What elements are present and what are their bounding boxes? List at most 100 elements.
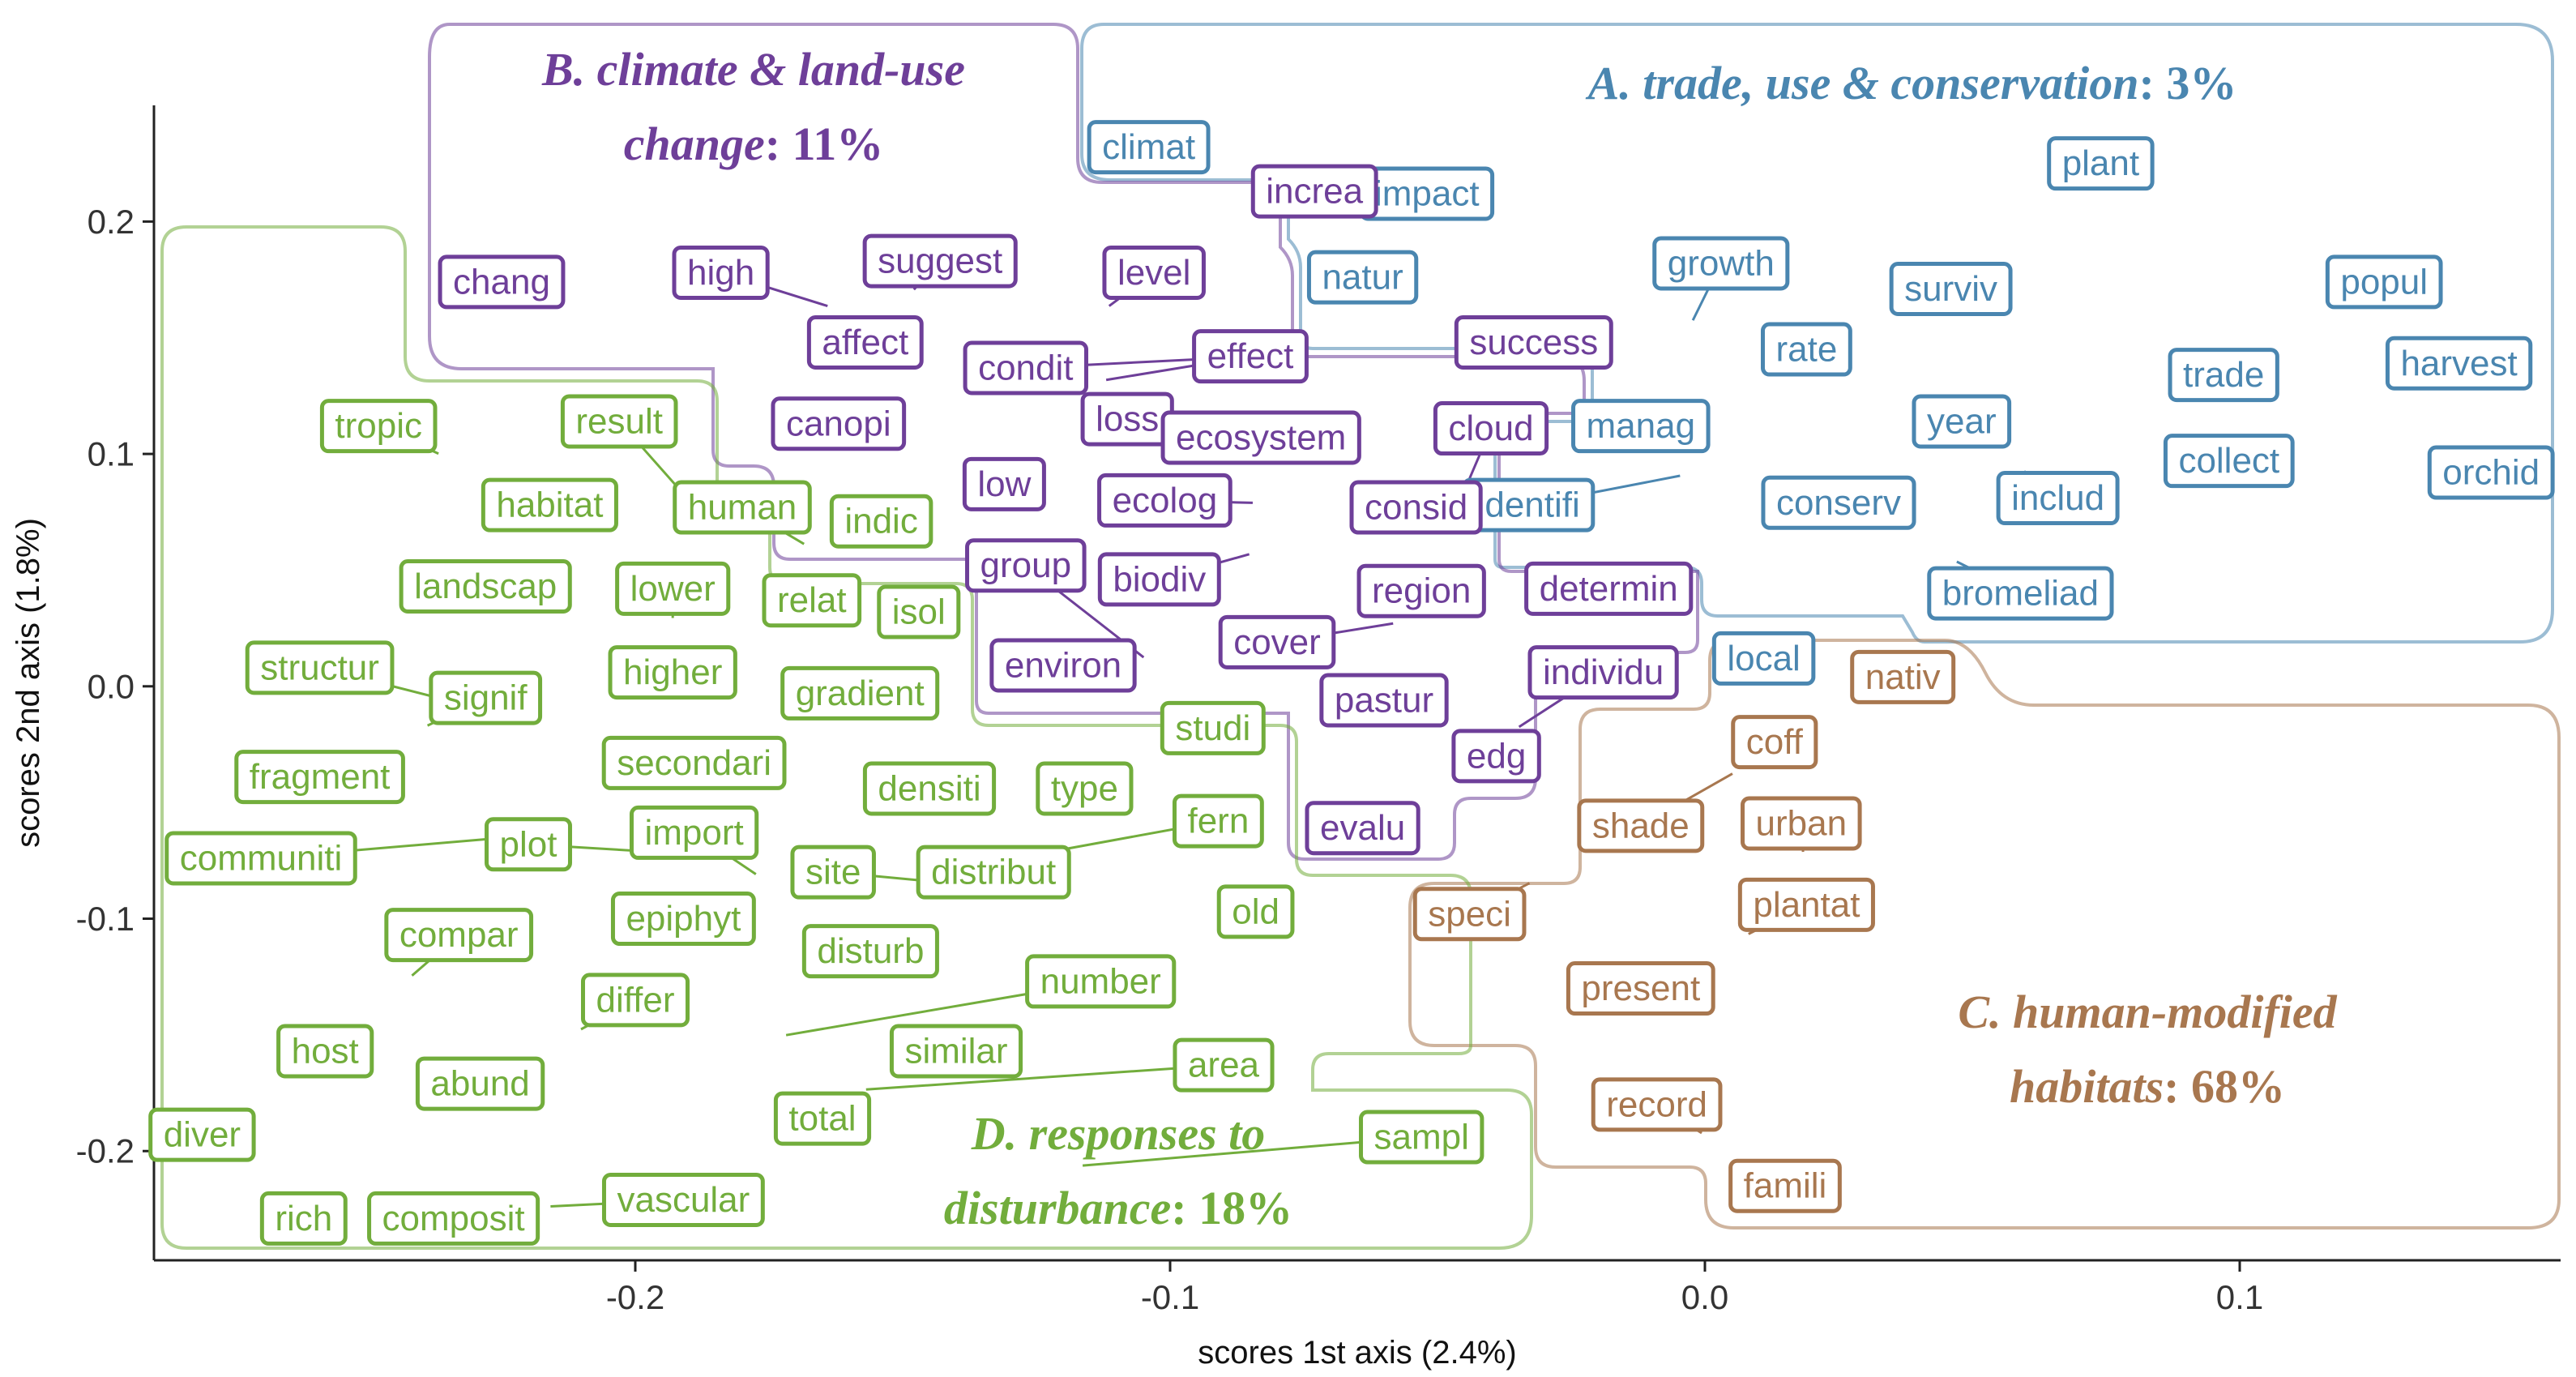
term-text: impact <box>1374 173 1480 213</box>
term-text: chang <box>453 262 550 301</box>
term-box <box>862 761 997 816</box>
term-box <box>1087 120 1211 175</box>
term-text: conserv <box>1776 483 1901 523</box>
term-box <box>1097 473 1232 528</box>
term-box <box>276 1024 374 1079</box>
term-abund: abund <box>415 1056 545 1111</box>
cluster-title-text: D. responses to <box>971 1107 1266 1160</box>
term-sampl: sampl <box>1359 1110 1485 1165</box>
term-box <box>673 480 812 535</box>
term-text: environ <box>1005 645 1121 685</box>
term-text: suggest <box>878 242 1002 281</box>
cluster-percent: : 3% <box>2139 57 2237 109</box>
term-text: canopi <box>786 404 891 443</box>
term-densiti: densiti <box>862 761 997 816</box>
term-text: signif <box>444 678 528 718</box>
term-box <box>1571 399 1711 454</box>
term-communiti: communiti <box>164 831 357 886</box>
term-text: diver <box>164 1115 241 1155</box>
term-text: increa <box>1266 172 1363 212</box>
term-landscap: landscap <box>399 559 572 614</box>
term-text: high <box>687 253 754 293</box>
term-box <box>615 561 731 616</box>
term-text: higher <box>623 652 722 692</box>
term-text: condit <box>978 348 1073 387</box>
leader-line <box>865 1063 1224 1091</box>
term-box <box>672 245 770 300</box>
term-text: compar <box>399 915 519 955</box>
term-box <box>762 573 862 628</box>
term-box <box>608 645 737 700</box>
term-box <box>862 233 1018 289</box>
term-text: rich <box>275 1199 332 1238</box>
term-box <box>259 1191 348 1246</box>
term-text: area <box>1188 1046 1260 1085</box>
term-individu: individu <box>1527 645 1679 700</box>
term-text: fern <box>1187 802 1249 841</box>
term-box <box>1741 796 1862 851</box>
term-box <box>2163 434 2295 489</box>
term-differ: differ <box>580 973 690 1028</box>
term-cloud: cloud <box>1433 401 1549 456</box>
term-text: orchid <box>2442 453 2540 493</box>
x-tick-label: -0.1 <box>1141 1278 1199 1316</box>
y-tick-label: 0.1 <box>88 435 135 473</box>
term-higher: higher <box>608 645 737 700</box>
term-studi: studi <box>1160 700 1266 755</box>
term-box <box>790 845 876 900</box>
term-disturb: disturb <box>801 924 939 979</box>
term-text: differ <box>596 980 674 1020</box>
term-box <box>962 456 1046 511</box>
term-box <box>1172 793 1264 849</box>
term-indic: indic <box>829 494 933 549</box>
term-signif: signif <box>429 670 543 725</box>
term-text: nativ <box>1865 657 1941 697</box>
term-text: shade <box>1592 806 1690 845</box>
term-record: record <box>1591 1077 1723 1132</box>
term-fern: fern <box>1172 793 1264 849</box>
term-surviv: surviv <box>1889 262 2013 317</box>
term-loss: loss <box>1080 391 1174 447</box>
term-text: structur <box>260 648 379 687</box>
term-box <box>1591 1077 1723 1132</box>
term-box <box>965 538 1087 593</box>
term-text: effect <box>1207 336 1294 376</box>
term-famili: famili <box>1728 1158 1842 1213</box>
x-tick-label: -0.2 <box>606 1278 664 1316</box>
term-natur: natur <box>1306 250 1419 305</box>
term-box <box>560 394 678 449</box>
term-text: type <box>1051 768 1118 808</box>
term-text: disturb <box>817 931 924 971</box>
term-text: affect <box>822 323 908 362</box>
term-box <box>1102 245 1206 300</box>
term-structur: structur <box>245 640 395 695</box>
term-conserv: conserv <box>1761 475 1916 530</box>
term-impact: impact <box>1359 166 1495 221</box>
term-determin: determin <box>1524 561 1694 616</box>
term-box <box>1319 673 1449 728</box>
cluster-percent: : 18% <box>1171 1182 1292 1234</box>
term-text: gradient <box>796 674 925 713</box>
term-box <box>2047 136 2155 191</box>
term-biodiv: biodiv <box>1097 552 1221 607</box>
y-tick-label: -0.2 <box>76 1132 135 1170</box>
term-box <box>2385 336 2533 391</box>
term-box <box>384 908 534 963</box>
term-import: import <box>629 805 759 860</box>
term-box <box>1025 954 1177 1009</box>
term-text: biodiv <box>1113 559 1206 599</box>
term-text: cover <box>1233 622 1321 662</box>
term-lower: lower <box>615 561 731 616</box>
term-bromeliad: bromeliad <box>1927 566 2114 621</box>
term-group: group <box>965 538 1087 593</box>
term-plot: plot <box>485 817 572 872</box>
term-manag: manag <box>1571 399 1711 454</box>
term-box <box>1305 801 1420 856</box>
term-box <box>1359 1110 1485 1165</box>
term-box <box>1566 961 1715 1016</box>
term-box <box>399 559 572 614</box>
term-area: area <box>1173 1037 1275 1093</box>
cluster-title-line: change: 11% <box>624 118 884 170</box>
term-text: composit <box>382 1199 525 1238</box>
